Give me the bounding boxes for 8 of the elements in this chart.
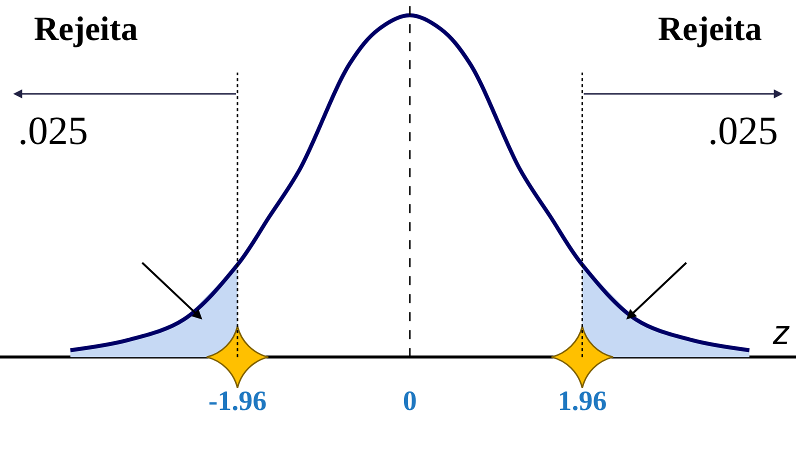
annotation: .025 xyxy=(708,108,778,153)
x-axis-title: z xyxy=(772,314,790,352)
annotation: .025 xyxy=(18,108,88,153)
annotation: Rejeita xyxy=(34,11,138,48)
x-tick-label: 0 xyxy=(402,386,417,417)
x-tick-label: -1.96 xyxy=(208,386,267,417)
annotation: Rejeita xyxy=(658,11,762,48)
x-tick-label: 1.96 xyxy=(558,386,607,417)
